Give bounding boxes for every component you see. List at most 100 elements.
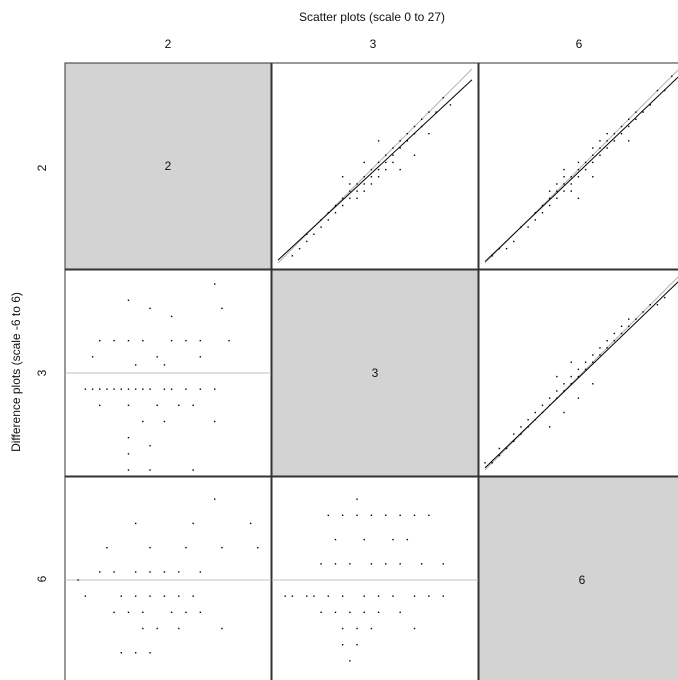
data-point	[421, 125, 423, 128]
data-point	[170, 315, 173, 318]
data-point	[599, 347, 601, 349]
panel-content	[272, 498, 478, 662]
data-point	[149, 388, 151, 390]
data-point	[428, 132, 430, 135]
row-header-2: 2	[35, 164, 49, 171]
data-point	[156, 356, 158, 358]
data-point	[84, 388, 87, 390]
y-axis-label: Difference plots (scale -6 to 6)	[9, 292, 23, 452]
diagonal-label-3: 3	[372, 366, 379, 380]
data-point	[134, 571, 137, 573]
data-point	[163, 364, 166, 366]
data-point	[592, 354, 594, 356]
data-point	[221, 307, 223, 310]
data-point	[327, 212, 329, 214]
data-point	[192, 522, 194, 525]
data-point	[120, 652, 122, 654]
data-point	[428, 595, 430, 597]
data-point	[442, 97, 444, 99]
data-point	[613, 140, 616, 142]
scatter-panel-2-vs-3	[277, 68, 473, 264]
data-point	[341, 595, 344, 597]
data-point	[356, 190, 358, 192]
data-point	[327, 514, 329, 517]
data-point	[613, 332, 616, 335]
data-point	[635, 111, 637, 113]
data-point	[178, 627, 180, 630]
data-point	[370, 563, 373, 565]
data-point	[113, 339, 115, 342]
panel-6-2	[64, 476, 272, 680]
data-point	[435, 111, 437, 113]
data-point	[134, 652, 137, 654]
data-point	[127, 453, 130, 455]
data-point	[642, 311, 644, 313]
data-point	[498, 247, 501, 250]
data-point	[671, 75, 673, 77]
data-point	[628, 140, 630, 142]
data-point	[584, 368, 587, 371]
data-point	[127, 339, 130, 342]
data-point	[163, 420, 166, 423]
data-point	[599, 140, 601, 142]
data-point	[428, 514, 430, 517]
data-point	[363, 611, 365, 614]
diagonal-panel-2: 2	[64, 62, 272, 270]
data-point	[185, 546, 187, 549]
data-point	[349, 190, 351, 192]
data-point	[413, 627, 416, 630]
data-point	[563, 390, 565, 392]
data-point	[592, 383, 594, 385]
data-point	[577, 197, 580, 200]
data-point	[663, 296, 666, 299]
data-point	[156, 627, 158, 630]
data-point	[556, 390, 558, 392]
data-point	[163, 595, 166, 597]
data-point	[149, 445, 151, 447]
identity-line	[484, 276, 678, 471]
data-point	[334, 538, 337, 541]
data-point	[356, 197, 358, 200]
data-point	[548, 204, 551, 207]
data-point	[548, 197, 551, 200]
data-point	[313, 595, 315, 597]
data-point	[570, 375, 572, 378]
data-point	[149, 307, 151, 310]
data-point	[592, 154, 594, 156]
data-point	[99, 388, 101, 390]
data-point	[106, 388, 108, 390]
data-point	[392, 595, 394, 597]
data-point	[421, 563, 423, 565]
data-point	[584, 161, 587, 164]
panel-bg	[64, 476, 272, 680]
data-point	[134, 364, 137, 366]
data-point	[178, 404, 180, 407]
data-point	[363, 161, 365, 164]
data-point	[249, 522, 252, 525]
data-point	[334, 563, 337, 565]
data-point	[563, 383, 565, 385]
data-point	[356, 514, 358, 517]
difference-panel-3-vs-2	[65, 283, 271, 471]
data-point	[413, 132, 416, 135]
data-point	[428, 111, 430, 113]
data-point	[513, 433, 515, 435]
data-point	[520, 426, 522, 428]
data-point	[363, 595, 365, 597]
data-point	[377, 176, 380, 178]
data-point	[170, 611, 173, 614]
data-point	[356, 643, 358, 646]
fit-line	[484, 281, 678, 469]
diagonal-panel-6: 6	[478, 476, 678, 680]
data-point	[377, 611, 380, 614]
data-point	[134, 388, 137, 390]
data-point	[563, 176, 565, 178]
data-point	[370, 183, 373, 185]
data-point	[320, 611, 322, 614]
data-point	[656, 89, 659, 92]
data-point	[370, 176, 373, 178]
data-point	[349, 563, 351, 565]
column-header-3: 3	[370, 37, 377, 51]
scatter-panel-2-vs-6	[484, 69, 678, 264]
data-point	[548, 426, 551, 428]
